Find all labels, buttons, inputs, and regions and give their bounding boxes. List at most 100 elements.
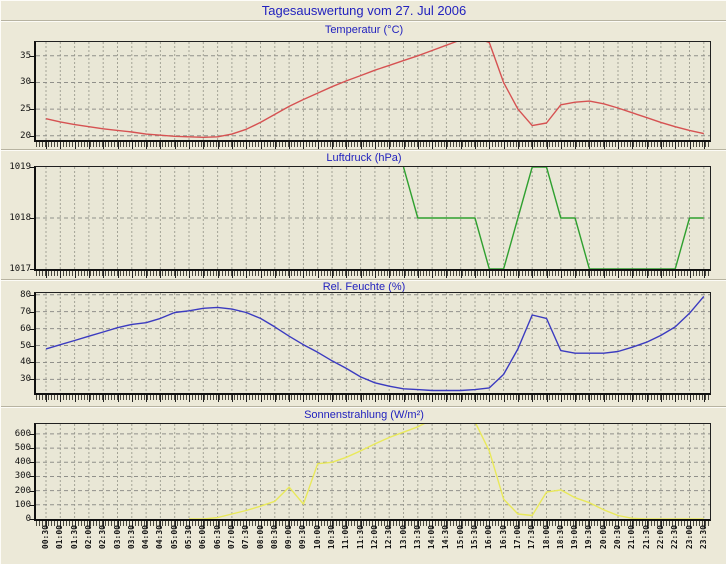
x-axis-major-tick (546, 521, 548, 528)
x-axis-major-tick (360, 521, 362, 528)
x-axis-major-tick (103, 271, 105, 278)
x-axis-label: 06:30 (212, 525, 222, 550)
x-axis-major-tick (489, 521, 491, 528)
x-axis-major-tick (303, 142, 305, 149)
x-axis-tick-strip (36, 395, 710, 402)
x-axis-major-tick (332, 271, 333, 278)
x-axis-major-tick (231, 271, 233, 278)
x-axis-major-tick (589, 142, 591, 149)
y-axis-label: 70 (20, 306, 31, 317)
x-axis-major-tick (203, 271, 205, 278)
y-axis-label: 25 (20, 104, 31, 115)
x-axis-major-tick (603, 395, 605, 402)
x-axis-major-tick (446, 271, 448, 278)
y-axis-label: 400 (14, 457, 31, 468)
x-axis-major-tick (446, 521, 448, 528)
x-axis-major-tick (332, 395, 333, 402)
x-axis-major-tick (575, 142, 577, 149)
x-axis-major-tick (360, 142, 362, 149)
x-axis-major-tick (432, 395, 434, 402)
x-axis-major-tick (60, 395, 62, 402)
y-axis-tick (30, 362, 34, 364)
x-axis-major-tick (231, 142, 233, 149)
x-axis-label: 22:30 (670, 525, 680, 550)
x-axis-major-tick (660, 142, 662, 149)
y-axis-tick (30, 476, 34, 478)
x-axis-major-tick (117, 142, 119, 149)
x-axis-major-tick (646, 142, 648, 149)
x-axis-label: 05:00 (169, 525, 179, 550)
x-axis-major-tick (131, 395, 133, 402)
y-axis-label: 1017 (9, 264, 31, 274)
x-axis-major-tick (217, 271, 219, 278)
x-axis-major-tick (532, 521, 534, 528)
x-axis-major-tick (346, 521, 348, 528)
x-axis-label: 10:00 (312, 525, 322, 550)
x-axis-major-tick (46, 271, 47, 278)
x-axis-major-tick (174, 142, 176, 149)
x-axis-major-tick (546, 395, 548, 402)
x-axis-major-tick (517, 271, 519, 278)
x-axis-label: 08:00 (255, 525, 265, 550)
x-axis-major-tick (103, 395, 105, 402)
y-axis-label: 35 (20, 50, 31, 61)
x-axis-major-tick (632, 271, 634, 278)
y-axis-label: 600 (14, 428, 31, 439)
x-axis-major-tick (460, 271, 462, 278)
x-axis-major-tick (88, 395, 90, 402)
x-axis-major-tick (346, 271, 348, 278)
y-axis-label: 50 (20, 340, 31, 351)
title-separator (1, 20, 726, 22)
x-axis-major-tick (689, 271, 691, 278)
x-axis-major-tick (417, 395, 419, 402)
x-axis-major-tick (575, 521, 577, 528)
x-axis-label: 23:00 (684, 525, 694, 550)
radiation-data-line (189, 424, 704, 519)
x-axis-tick-strip (36, 142, 710, 149)
x-axis-label: 18:30 (555, 525, 565, 550)
x-axis-major-tick (174, 271, 176, 278)
x-axis-label: 11:00 (341, 525, 351, 550)
x-axis-label: 17:00 (512, 525, 522, 550)
y-axis-tick (30, 311, 34, 313)
x-axis-major-tick (374, 395, 376, 402)
y-axis-tick (30, 328, 34, 330)
x-axis-major-tick (217, 142, 219, 149)
x-axis-major-tick (303, 271, 305, 278)
x-axis-label: 12:00 (369, 525, 379, 550)
x-axis-major-tick (74, 142, 76, 149)
x-axis-major-tick (260, 142, 262, 149)
x-axis-label: 14:00 (427, 525, 437, 550)
x-axis-major-tick (146, 271, 148, 278)
x-axis-label: 22:00 (655, 525, 665, 550)
x-axis-label: 03:30 (126, 525, 136, 550)
x-axis-major-tick (389, 395, 391, 402)
x-axis-major-tick (689, 521, 691, 528)
chart-title-pressure: Luftdruck (hPa) (326, 152, 402, 164)
x-axis-major-tick (260, 521, 262, 528)
y-axis-label: 30 (20, 374, 31, 385)
x-axis-major-tick (618, 395, 619, 402)
x-axis-major-tick (74, 271, 76, 278)
x-axis-major-tick (346, 142, 348, 149)
x-axis-major-tick (146, 395, 148, 402)
x-axis-major-tick (389, 271, 391, 278)
x-axis-major-tick (189, 142, 190, 149)
x-axis-major-tick (489, 395, 491, 402)
temperature-chart-canvas (36, 42, 710, 140)
temperature-chart-plot (34, 41, 711, 142)
x-axis-major-tick (289, 142, 291, 149)
x-axis-major-tick (389, 521, 391, 528)
x-axis-label: 21:00 (627, 525, 637, 550)
x-axis-label: 21:30 (641, 525, 651, 550)
y-axis-label: 200 (14, 485, 31, 496)
x-axis-major-tick (460, 521, 462, 528)
x-axis-label: 19:00 (570, 525, 580, 550)
x-axis-major-tick (403, 271, 405, 278)
x-axis-major-tick (246, 395, 248, 402)
x-axis-major-tick (160, 142, 162, 149)
x-axis-major-tick (532, 395, 534, 402)
section-separator-1 (1, 149, 726, 151)
x-axis-major-tick (589, 271, 591, 278)
x-axis-major-tick (460, 142, 462, 149)
